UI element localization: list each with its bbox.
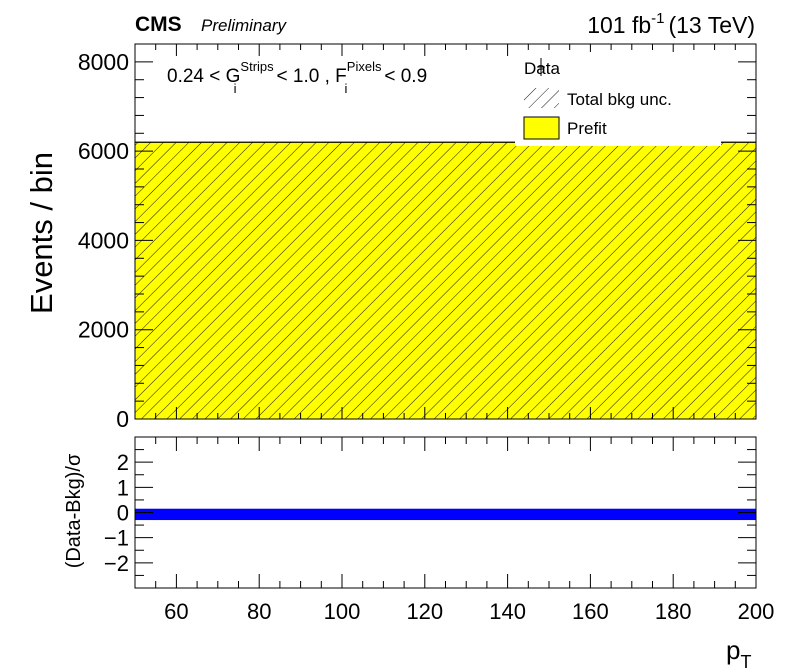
legend-data-label: Data [524, 59, 560, 78]
energy-label: (13 TeV) [668, 12, 755, 38]
main-y-tick-label: 4000 [78, 227, 129, 253]
x-axis-label-sub: T [740, 652, 751, 672]
x-tick-label: 120 [406, 599, 443, 624]
x-tick-label: 80 [247, 599, 271, 624]
main-frame [134, 43, 757, 420]
lumi-exponent: -1 [651, 10, 664, 27]
x-tick-label: 180 [655, 599, 692, 624]
x-tick-label: 60 [164, 599, 188, 624]
ratio-y-tick-label: 2 [117, 450, 129, 475]
ratio-x-ticks: 60 80 100 120 140 160 180 200 [134, 437, 775, 624]
ratio-frame [134, 436, 757, 589]
x-tick-label: 200 [738, 599, 775, 624]
selection-prefix: 0.24 < G [167, 66, 240, 87]
legend-unc-label: Total bkg unc. [567, 90, 672, 109]
lumi-value: 101 fb [587, 12, 651, 38]
legend-prefit-swatch [523, 116, 560, 140]
preliminary-label: Preliminary [201, 16, 288, 35]
main-panel: 0 2000 4000 6000 8000 Events / bin 0.24 < GS… [24, 43, 757, 432]
selection-f-sub: i [344, 81, 347, 96]
ratio-y-tick-label: 0 [117, 501, 129, 526]
lumi-label: 101 fb-1 (13 TeV) [587, 10, 755, 38]
selection-label: 0.24 < GStrips i< 1.0 , FPixels i< 0.9 [167, 59, 427, 96]
x-axis-label: pT [726, 635, 751, 672]
ratio-y-tick-label: −1 [104, 526, 129, 551]
main-y-tick-label: 6000 [78, 138, 129, 164]
main-bars [134, 141, 757, 420]
ratio-y-axis-label: (Data-Bkg)/σ [63, 453, 85, 568]
selection-f-sup: Pixels [347, 59, 382, 74]
selection-middle: < 1.0 , F [277, 66, 347, 87]
ratio-y-tick-label: 1 [117, 475, 129, 500]
cms-label: CMS [135, 13, 182, 36]
main-y-tick-label: 2000 [78, 317, 129, 343]
ratio-bars [135, 508, 756, 521]
main-y-tick-label: 0 [116, 406, 129, 432]
total-bkg-unc-band [135, 142, 756, 419]
pull-band [135, 508, 756, 521]
legend-unc-swatch [524, 88, 559, 108]
main-y-tick-label: 8000 [78, 49, 129, 75]
main-y-axis-label: Events / bin [24, 152, 59, 314]
x-tick-label: 100 [324, 599, 361, 624]
legend: Data Total bkg unc. Prefit [515, 52, 721, 146]
selection-suffix: < 0.9 [384, 66, 427, 87]
legend-prefit-label: Prefit [567, 119, 607, 138]
main-y-ticks: 0 2000 4000 6000 8000 [78, 43, 756, 432]
selection-g-sup: Strips [240, 59, 274, 74]
selection-g-sub: i [234, 81, 237, 96]
x-tick-label: 160 [572, 599, 609, 624]
x-tick-label: 140 [489, 599, 526, 624]
ratio-y-tick-label: −2 [104, 551, 129, 576]
x-axis-label-main: p [726, 635, 740, 665]
